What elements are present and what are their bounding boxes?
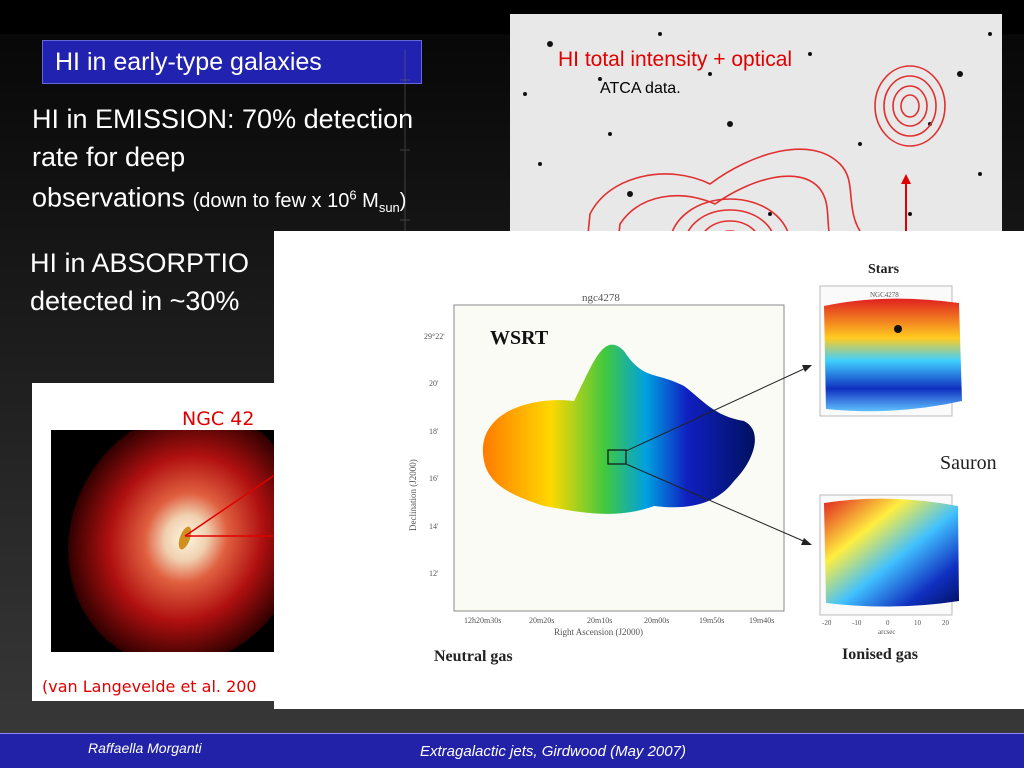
arcsec-tick: 20 <box>942 619 950 627</box>
y-tick-labels: 29°22' 20' 18' 16' 14' 12' <box>424 332 445 578</box>
y-tick: 29°22' <box>424 332 445 341</box>
arcsec-ticks: -20 -10 0 10 20 <box>822 619 950 627</box>
x-tick: 20m10s <box>587 616 612 625</box>
y-axis-label: Declination (J2000) <box>408 459 418 531</box>
y-tick: 18' <box>429 427 439 436</box>
wsrt-label: WSRT <box>490 327 549 349</box>
emission-note-exp: 6 <box>349 187 357 202</box>
y-tick: 12' <box>429 569 439 578</box>
ngc-citation: (van Langevelde et al. 200 <box>42 677 257 696</box>
ghost-axis-svg <box>400 50 410 240</box>
x-tick: 19m50s <box>699 616 724 625</box>
hi-caption: HI total intensity + optical <box>558 48 793 71</box>
arcsec-tick: 10 <box>914 619 922 627</box>
x-tick: 12h20m30s <box>464 616 501 625</box>
emission-line-2: rate for deep <box>32 142 186 172</box>
velocity-field-figure: ngc4278 WSRT 29°22' 20' 18' 16' 14' 12' … <box>408 262 997 665</box>
neutral-gas-label: Neutral gas <box>434 648 513 665</box>
footer-event: Extragalactic jets, Girdwood (May 2007) <box>420 743 686 760</box>
ngc-optical-image <box>51 430 282 652</box>
hi-subcaption: ATCA data. <box>600 80 681 97</box>
emission-note-pre: (down to few x 10 <box>192 189 350 212</box>
map-title: ngc4278 <box>582 292 620 304</box>
absorption-line-2: detected in ~30% <box>30 286 240 316</box>
footer-bar <box>0 733 1024 768</box>
emission-note-post: ) <box>399 189 407 212</box>
ngc-label: NGC 42 <box>182 408 255 430</box>
slide-title: HI in early-type galaxies <box>42 40 422 84</box>
x-tick: 20m20s <box>529 616 554 625</box>
x-tick: 19m40s <box>749 616 774 625</box>
arcsec-label: arcsec <box>878 628 895 636</box>
wsrt-sauron-panel: ngc4278 WSRT 29°22' 20' 18' 16' 14' 12' … <box>274 231 1024 709</box>
footer-author: Raffaella Morganti <box>88 740 202 756</box>
emission-note-sub: sun <box>378 199 400 215</box>
absorption-bullet: HI in ABSORPTIO detected in ~30% <box>30 244 249 320</box>
absorption-line-1: HI in ABSORPTIO <box>30 248 250 278</box>
x-tick: 20m00s <box>644 616 669 625</box>
arcsec-tick: -10 <box>852 619 862 627</box>
stars-sublabel: NGC4278 <box>870 291 899 299</box>
background-axis-ghost <box>345 40 495 240</box>
y-tick: 16' <box>429 474 439 483</box>
arcsec-tick: 0 <box>886 619 890 627</box>
emission-line-3: observations (down to few x 106 Msun) <box>32 176 413 227</box>
x-tick-labels: 12h20m30s 20m20s 20m10s 20m00s 19m50s 19… <box>464 616 774 625</box>
x-axis-label: Right Ascension (J2000) <box>554 627 643 637</box>
stars-label: Stars <box>868 262 900 277</box>
emission-bullet: HI in EMISSION: 70% detection rate for d… <box>32 100 413 227</box>
emission-line-3-text: observations <box>32 182 186 213</box>
emission-note: (down to few x 106 Msun) <box>192 187 407 215</box>
ionised-gas-label: Ionised gas <box>842 646 918 663</box>
y-tick: 14' <box>429 522 439 531</box>
arcsec-tick: -20 <box>822 619 832 627</box>
emission-line-1: HI in EMISSION: 70% detection <box>32 104 414 134</box>
emission-note-m: M <box>356 189 379 212</box>
galaxy-image <box>68 430 282 652</box>
y-tick: 20' <box>429 379 439 388</box>
sauron-label: Sauron <box>940 452 997 474</box>
